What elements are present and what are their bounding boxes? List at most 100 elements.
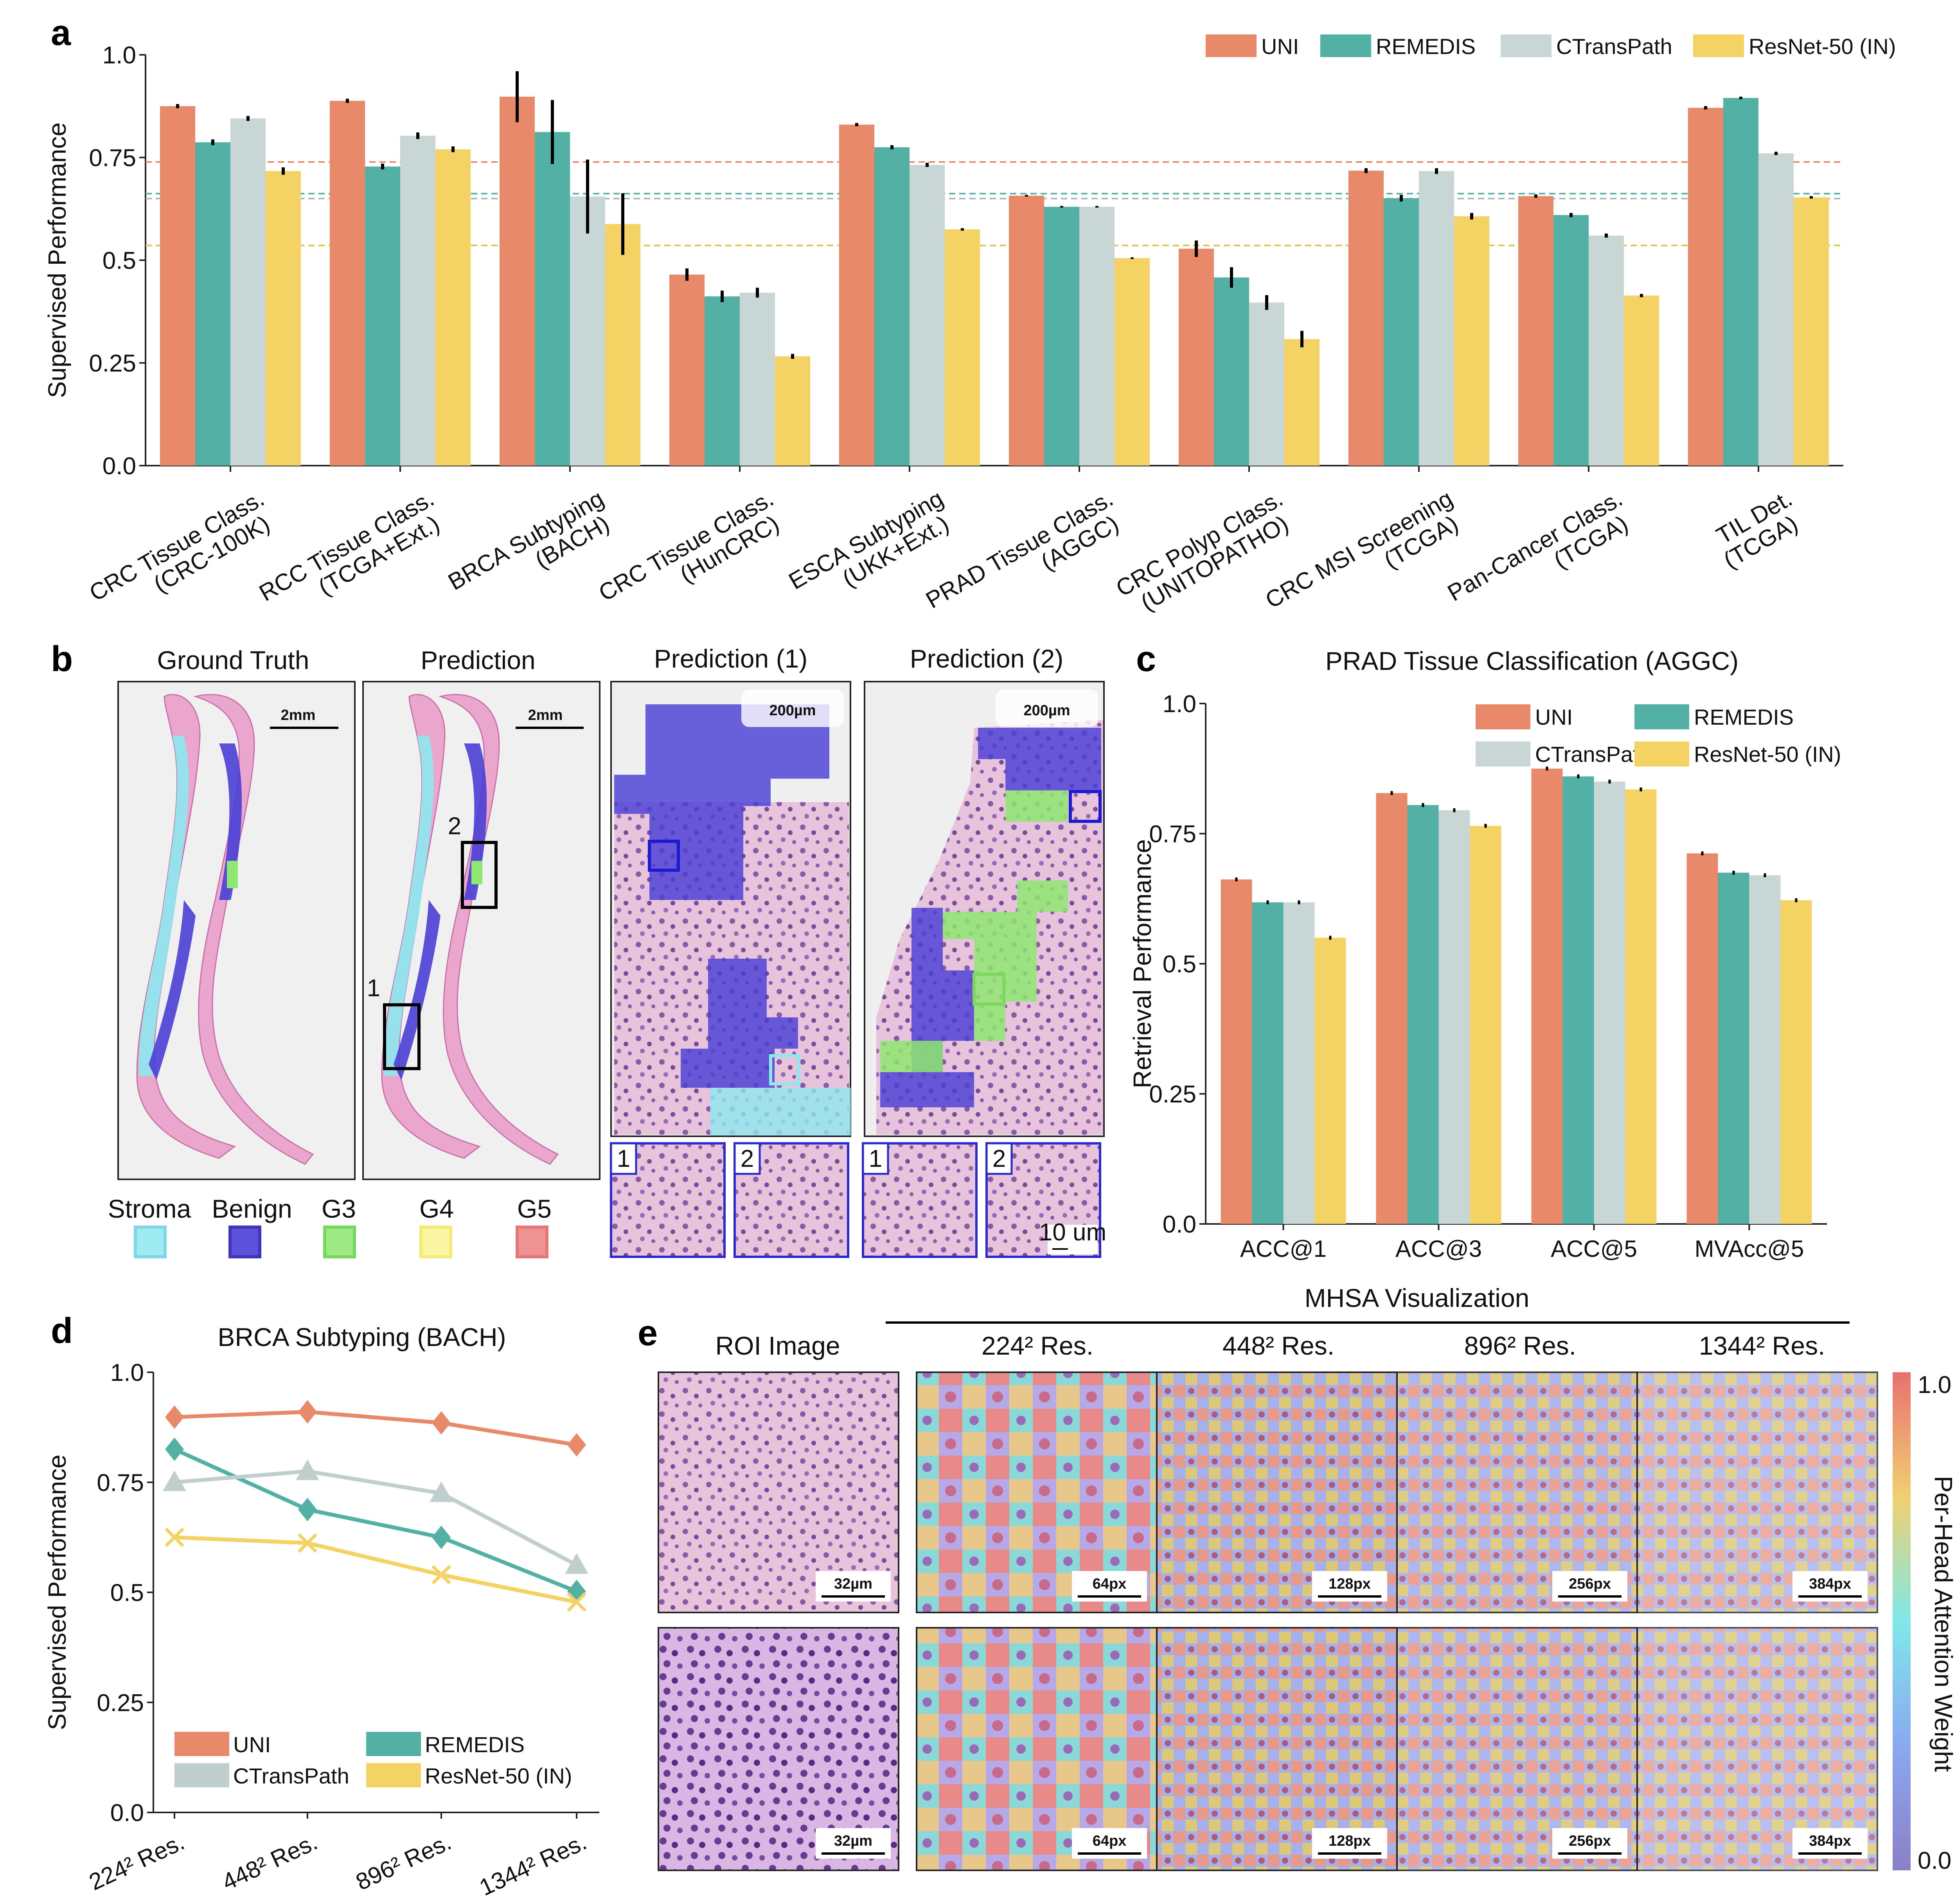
col-title-roi: ROI Image [715,1331,840,1360]
bar [1594,781,1625,1224]
prediction-2-g3 [880,790,1068,1072]
panel-letter-a: a [51,13,71,53]
bar [400,135,435,466]
bar [330,101,365,466]
bar [839,124,874,466]
inset-1b-tag [734,1142,761,1175]
ground-truth-g3 [227,861,238,888]
tissue-legend: Stroma Benign G3 G4 G5 [108,1194,552,1258]
prediction-1-benign [614,704,829,1088]
inset-2b-label: 2 [992,1145,1006,1172]
bar [1780,900,1812,1224]
panel-b: Ground Truth Prediction Prediction (1) P… [108,644,1106,1258]
scale-1344-2: 384px [1809,1833,1851,1849]
legend-g4-label: G4 [419,1194,454,1223]
prediction-benign [394,743,487,1080]
data-point [298,1400,317,1424]
bar [500,97,535,466]
bar [1284,339,1320,466]
x-tick-label: RCC Tissue Class.(TCGA+Ext.) [255,485,451,628]
bar [1624,295,1659,466]
bar [1749,875,1781,1224]
x-tick-label: CRC Tissue Class.(CRC-100K) [85,485,281,628]
prediction-2-title: Prediction (2) [910,644,1064,673]
legend-benign-label: Benign [212,1194,292,1223]
scale-label-2mm-pred: 2mm [528,707,563,723]
data-point [565,1553,588,1574]
colorbar-label: Per-Head Attention Weight [1929,1476,1956,1772]
y-tick-label: 0.5 [102,247,136,274]
col-title-1344: 1344² Res. [1699,1331,1825,1360]
x-tick-label: MVAcc@5 [1695,1236,1804,1262]
inset-1a-tag [610,1142,637,1175]
inset-1b-label: 2 [741,1145,754,1172]
data-point [165,1528,184,1547]
bar [570,196,605,466]
bar [1794,197,1829,466]
bar [874,147,910,466]
prediction-2-benign [880,728,1101,1107]
ground-truth-benign [149,743,242,1080]
data-point [165,1437,184,1461]
legend-swatch [1501,34,1551,57]
bar [1009,196,1044,466]
y-axis-label: Supervised Performance [43,122,71,398]
data-point [567,1433,586,1457]
prediction-g3 [471,861,482,884]
x-tick-label: PRAD Tissue Class.(AGGC) [921,485,1130,635]
data-point [567,1592,586,1612]
y-tick-label: 0.75 [1149,821,1196,848]
scale-box-200-2 [996,689,1098,727]
colorbar-tick-min: 0.0 [1918,1847,1951,1874]
y-tick-label: 1.0 [102,42,136,69]
legend-label: ResNet-50 (IN) [425,1764,572,1788]
data-point [298,1533,317,1553]
inset-2a-label: 1 [869,1145,882,1172]
bar [1252,902,1284,1224]
legend-label: CTransPath [1535,742,1651,767]
legend-swatch [1476,704,1530,729]
x-tick-label: 224² Res. [85,1828,188,1895]
series-line [174,1535,577,1604]
attention-colorbar [1893,1372,1911,1870]
x-tick-label: ACC@5 [1551,1236,1637,1262]
bar [1283,902,1315,1224]
scale-1344-1: 384px [1809,1576,1851,1592]
legend-label: REMEDIS [1694,705,1794,729]
bar [230,118,266,466]
bar [1562,776,1594,1224]
series-line [173,1447,577,1593]
bar [1044,207,1079,466]
y-tick-label: 1.0 [1163,691,1196,718]
bar [1758,153,1794,466]
roi-label-2: 2 [448,813,461,840]
col-title-448: 448² Res. [1222,1331,1334,1360]
legend-swatch [174,1763,229,1787]
scale-224-1: 64px [1093,1576,1127,1592]
scale-896-2: 256px [1569,1833,1611,1849]
legend-swatch [366,1763,421,1787]
bar [705,296,740,466]
x-tick-label: Pan-Cancer Class.(TCGA) [1443,485,1639,628]
y-tick-label: 0.0 [102,453,136,480]
bar [365,166,400,466]
bar [195,142,230,466]
bar [1454,216,1489,466]
bar [775,356,810,466]
scale-roi-1: 32µm [834,1576,872,1592]
legend-label: CTransPath [233,1764,349,1788]
panel-letter-b: b [51,639,73,679]
bar [605,224,640,466]
legend-swatch [1476,741,1530,767]
prediction-stroma [383,736,434,1076]
bar [1115,258,1150,466]
bar [160,106,195,466]
inset-1a-label: 1 [617,1145,630,1172]
chart-d-title: BRCA Subtyping (BACH) [218,1323,506,1352]
legend-label: REMEDIS [425,1732,525,1757]
x-tick-label: CRC MSI Screening(TCGA) [1261,485,1469,635]
bar [1518,196,1553,466]
legend-label: UNI [1535,705,1573,729]
legend-label: UNI [233,1732,271,1757]
bar [266,171,301,466]
